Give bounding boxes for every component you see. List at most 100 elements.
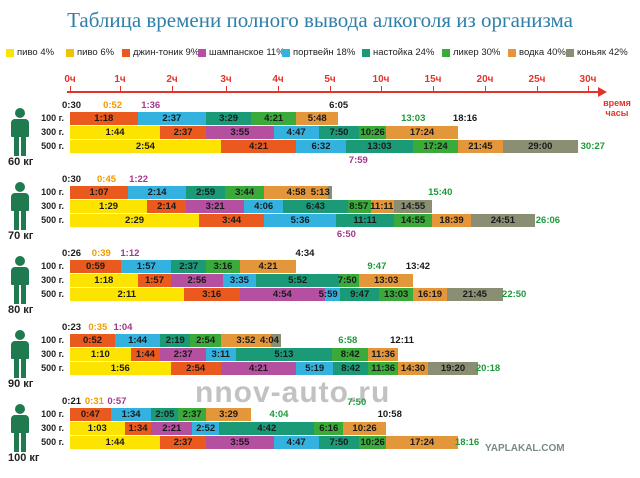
bar-segment-label: 2:19 <box>165 335 185 346</box>
bar-segment-label: 3:11 <box>211 349 231 360</box>
bar-segment-label: 5:36 <box>290 215 310 226</box>
bar-segment-label: 2:54 <box>196 335 216 346</box>
person-part <box>21 432 26 452</box>
bar-segment-label: 1:57 <box>136 261 156 272</box>
bar-segment-label: 3:44 <box>235 187 255 198</box>
bar-segment <box>192 422 220 435</box>
bar-segment <box>70 260 122 273</box>
bar-segment <box>220 362 297 375</box>
bar-segment-label: 9:47 <box>350 289 370 300</box>
bar-segment <box>318 126 360 139</box>
weight-label: 60 кг <box>8 156 34 168</box>
bar-segment-label: 2:37 <box>162 113 182 124</box>
person-part <box>11 119 29 137</box>
legend-swatch <box>282 49 290 57</box>
bar-segment-label: 17:24 <box>423 141 448 152</box>
summary-time: 0:45 <box>97 174 117 185</box>
row-label: 300 г. <box>41 423 64 433</box>
bar-segment <box>359 274 414 287</box>
bar-segment <box>115 334 161 347</box>
axis-tick <box>330 86 331 92</box>
bar-segment-label: 1:18 <box>94 113 114 124</box>
bar-segment <box>70 112 138 125</box>
bar-segment-label: 3:55 <box>230 437 250 448</box>
bar-segment-label: 10:26 <box>360 127 385 138</box>
bar-segment-label: 29:00 <box>528 141 553 152</box>
row-label: 500 г. <box>41 437 64 447</box>
row-label: 100 г. <box>41 187 64 197</box>
bar-segment-label: 17:24 <box>409 127 435 138</box>
summary-time: 0:35 <box>88 322 108 333</box>
bar-segment <box>171 260 207 273</box>
bar-segment <box>183 288 240 301</box>
bar-segment <box>239 260 297 273</box>
axis-tick-label: 30ч <box>579 74 597 85</box>
row-above-time: 4:34 <box>295 248 315 259</box>
weight-label: 100 кг <box>8 452 40 464</box>
watermark-secondary: YAPLAKAL.COM <box>485 443 565 454</box>
bar-segment-label: 8:42 <box>340 349 360 360</box>
legend-swatch <box>442 49 450 57</box>
legend-label: шампанское 11% <box>209 47 285 58</box>
bar-segment <box>160 348 207 361</box>
bar-segment <box>359 126 387 139</box>
bar-segment-label: 1:56 <box>110 363 130 374</box>
row-end-time: 6:58 <box>338 335 358 346</box>
bar-segment <box>70 436 161 449</box>
bar-segment-label: 6:16 <box>319 423 339 434</box>
bar-segment <box>324 288 341 301</box>
row-above-time: 6:05 <box>329 100 349 111</box>
bar-segment <box>170 362 221 375</box>
row-end-time: 9:47 <box>367 261 387 272</box>
axis-tick <box>70 86 71 92</box>
bar-segment-label: 14:30 <box>400 363 426 374</box>
summary-time: 1:04 <box>113 322 133 333</box>
person-part <box>11 193 29 211</box>
row-label: 100 г. <box>41 113 64 123</box>
bar-segment-label: 1:44 <box>135 349 155 360</box>
bar-segment-label: 4:47 <box>286 437 306 448</box>
axis-tick <box>433 86 434 92</box>
summary-time: 0:52 <box>103 100 123 111</box>
axis-unit-line2: часы <box>605 108 629 118</box>
weight-label: 80 кг <box>8 304 34 316</box>
bar-segment-label: 3:29 <box>219 409 239 420</box>
person-part <box>21 358 26 378</box>
bar-segment-label: 3:21 <box>205 201 225 212</box>
person-part <box>21 284 26 304</box>
bar-segment <box>343 422 387 435</box>
bar-segment-label: 2:54 <box>186 363 206 374</box>
bar-segment <box>368 362 399 375</box>
bar-segment-label: 4:58 <box>286 187 306 198</box>
row-below-time: 6:50 <box>336 229 356 240</box>
bar-segment <box>386 436 458 449</box>
bar-segment <box>386 126 458 139</box>
bar-segment-label: 1:57 <box>144 275 164 286</box>
bar-segment-label: 21:45 <box>468 141 493 152</box>
row-end-time: 4:04 <box>269 409 289 420</box>
axis-tick-label: 0ч <box>64 74 76 85</box>
person-icon <box>10 256 30 304</box>
person-part <box>15 330 25 340</box>
bar-segment <box>186 186 226 199</box>
weight-label: 90 кг <box>8 378 34 390</box>
row-end-time: 18:16 <box>452 113 478 124</box>
bar-segment <box>251 112 297 125</box>
bar-segment <box>379 288 414 301</box>
summary-time: 1:36 <box>141 100 161 111</box>
bar-segment-label: 3:35 <box>229 275 249 286</box>
bar-segment-label: 8:42 <box>341 363 361 374</box>
bar-segment <box>314 422 344 435</box>
axis-tick-label: 15ч <box>424 74 442 85</box>
bar-segment-label: 2:56 <box>187 275 207 286</box>
axis-tick <box>485 86 486 92</box>
axis-tick <box>381 86 382 92</box>
bar-segment <box>432 214 471 227</box>
bar-segment <box>338 274 360 287</box>
bar-segment <box>413 140 458 153</box>
bar-segment-label: 7:50 <box>329 437 349 448</box>
bar-segment <box>393 200 433 213</box>
bar-segment <box>206 436 274 449</box>
